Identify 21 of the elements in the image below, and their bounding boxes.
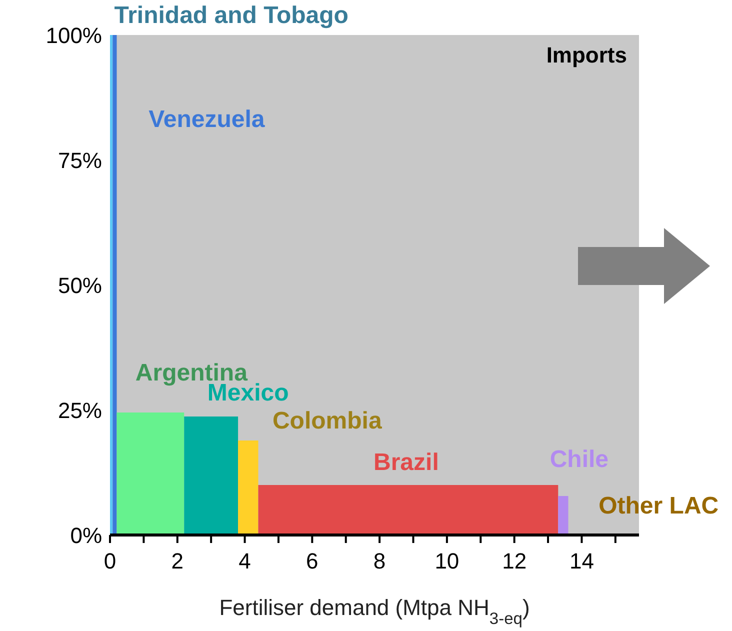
x-tick-label: 0 [104, 548, 116, 574]
category-label: Brazil [374, 449, 439, 476]
x-tick-label: 14 [569, 548, 594, 574]
y-tick-label: 0% [70, 522, 102, 548]
category-label: Colombia [272, 408, 382, 434]
x-tick-label: 4 [238, 548, 251, 574]
y-tick-label: 25% [58, 398, 102, 423]
x-tick-label: 2 [171, 548, 184, 574]
y-tick-label: 75% [58, 148, 102, 173]
x-tick-label: 6 [306, 548, 318, 574]
band-label: Imports [546, 42, 627, 68]
category-label: Other LAC [598, 492, 719, 520]
y-tick-label: 100% [46, 22, 102, 48]
x-tick-label: 8 [373, 548, 386, 574]
x-axis-title: Fertiliser demand (Mtpa NH$_{3-eq}$) [219, 595, 530, 628]
category-label: Trinidad and Tobago [114, 2, 348, 29]
x-tick-label: 12 [502, 548, 527, 574]
x-tick-label: 10 [434, 548, 460, 574]
category-label: Venezuela [148, 106, 265, 133]
category-label: Chile [550, 446, 609, 473]
y-tick-label: 50% [58, 272, 102, 298]
